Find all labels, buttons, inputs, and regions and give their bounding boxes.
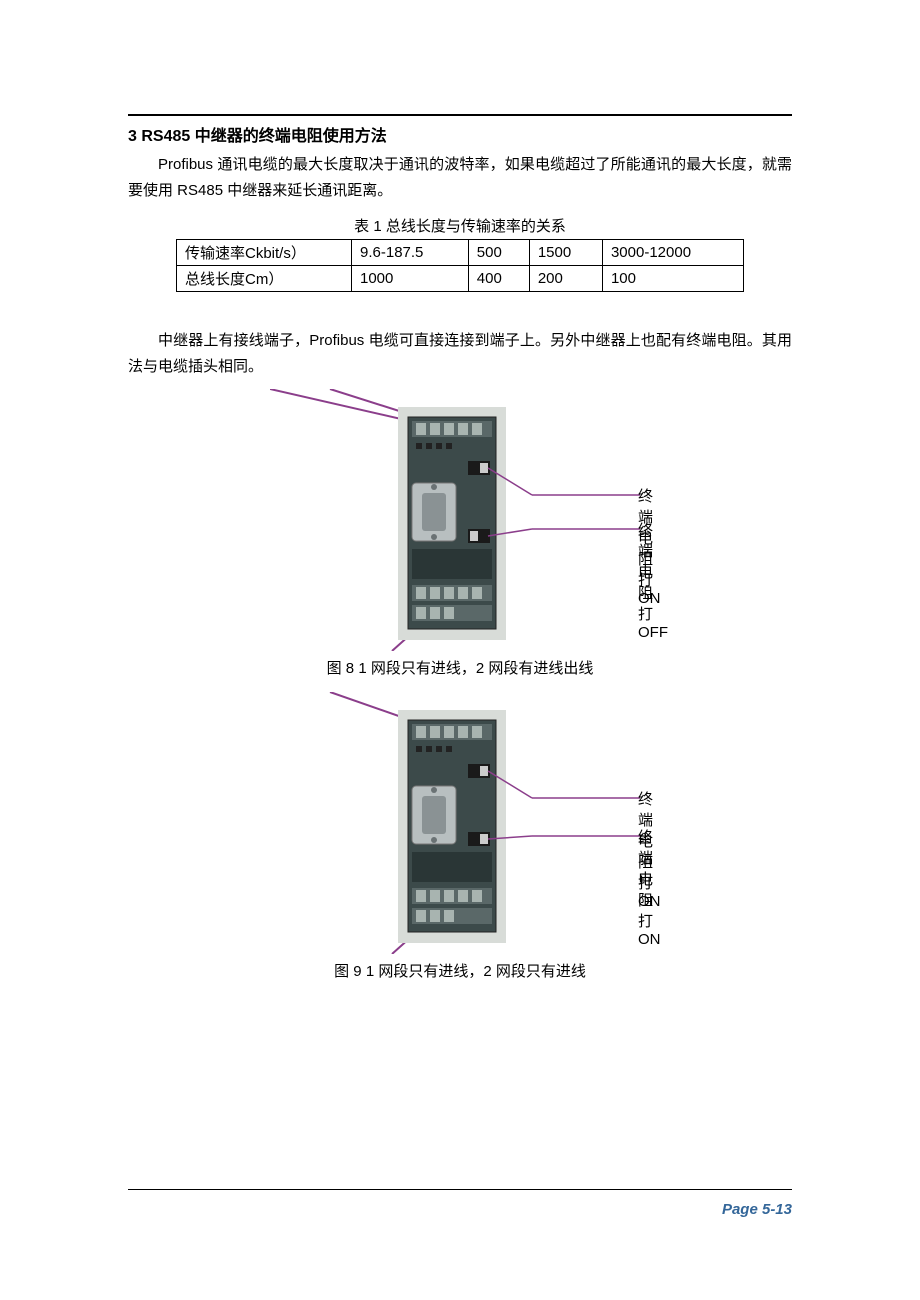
table-row: 总线长度Cm） 1000 400 200 100 [177, 266, 744, 292]
annotation-off: 终端电阻打OFF [638, 519, 668, 641]
paragraph-2: 中继器上有接线端子，Profibus 电缆可直接连接到端子上。另外中继器上也配有… [128, 328, 792, 379]
paragraph-1: Profibus 通讯电缆的最大长度取决于通讯的波特率，如果电缆超过了所能通讯的… [128, 152, 792, 203]
figure-9: 终端电阻打ON 终端电阻打ON [270, 692, 650, 954]
section-heading: 3 RS485 中继器的终端电阻使用方法 [128, 122, 792, 146]
table-cell: 9.6-187.5 [352, 240, 469, 266]
table-row: 传输速率Ckbit/s） 9.6-187.5 500 1500 3000-120… [177, 240, 744, 266]
table-cell: 100 [602, 266, 743, 292]
table-cell: 1000 [352, 266, 469, 292]
table-cell: 1500 [529, 240, 602, 266]
table-cell: 200 [529, 266, 602, 292]
top-horizontal-rule [128, 114, 792, 116]
page-number: Page 5-13 [722, 1201, 792, 1218]
table-cell: 总线长度Cm） [177, 266, 352, 292]
figure-8-caption: 图 8 1 网段只有进线，2 网段有进线出线 [128, 657, 792, 678]
table-cell: 传输速率Ckbit/s） [177, 240, 352, 266]
figure-8: 终端电阻打ON 终端电阻打OFF [270, 389, 650, 651]
table-cell: 400 [468, 266, 529, 292]
bottom-horizontal-rule [128, 1189, 792, 1190]
table-cell: 3000-12000 [602, 240, 743, 266]
table-caption: 表 1 总线长度与传输速率的关系 [128, 215, 792, 236]
rate-length-table: 传输速率Ckbit/s） 9.6-187.5 500 1500 3000-120… [176, 239, 744, 292]
device-diagram-8 [270, 389, 650, 651]
figure-9-caption: 图 9 1 网段只有进线，2 网段只有进线 [128, 960, 792, 981]
annotation-on-2: 终端电阻打ON [638, 826, 661, 948]
device-diagram-9 [270, 692, 650, 954]
table-cell: 500 [468, 240, 529, 266]
